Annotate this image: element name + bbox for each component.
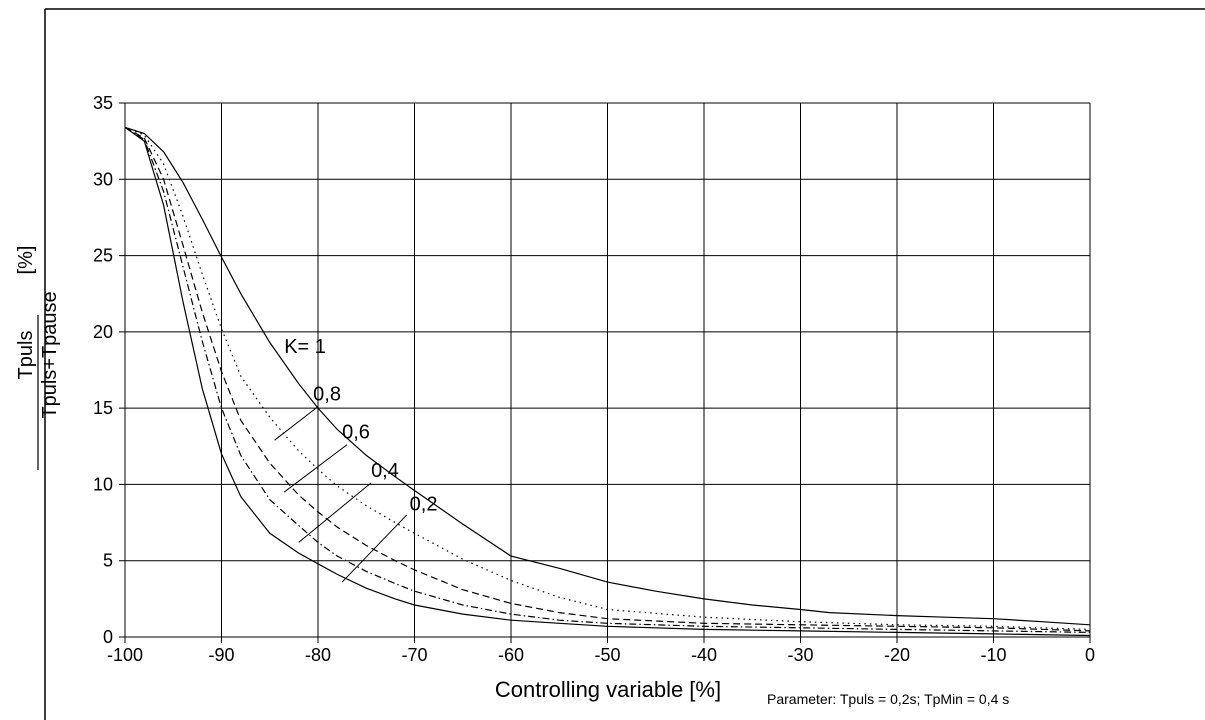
y-tick-label: 20 (93, 322, 113, 342)
x-tick-label: -50 (594, 645, 620, 665)
x-tick-label: -60 (498, 645, 524, 665)
y-axis-title: Tpuls Tpuls+Tpause [%] (15, 246, 61, 470)
x-tick-label: -10 (980, 645, 1006, 665)
x-tick-label: -80 (305, 645, 331, 665)
y-tick-label: 25 (93, 246, 113, 266)
y-tick-label: 15 (93, 398, 113, 418)
x-tick-label: -90 (208, 645, 234, 665)
series-line-3 (124, 126, 1091, 633)
grid (119, 102, 1091, 643)
x-tick-label: -70 (401, 645, 427, 665)
curve-leader-line (283, 444, 348, 493)
x-tick-label: -30 (787, 645, 813, 665)
y-tick-label: 10 (93, 474, 113, 494)
curve-leader-line (298, 482, 372, 543)
tick-labels: -100 -90 -80 -70 -60 -50 -40 -30 -20 -10 005101520… (93, 93, 1095, 665)
y-tick-label: 30 (93, 169, 113, 189)
curve-leader-line (341, 514, 408, 583)
y-axis-numerator: Tpuls (15, 331, 37, 380)
series-line-2 (124, 126, 1091, 632)
series-line-0 (124, 126, 1091, 626)
curve-label: 0,8 (313, 384, 341, 406)
x-axis-title: Controlling variable [%] (495, 677, 721, 702)
x-tick-label: 0 (1085, 645, 1095, 665)
y-tick-label: 35 (93, 93, 113, 113)
series-layer (124, 126, 1091, 637)
curve-labels: K= 1 0,80,60,4 0,2 (274, 336, 438, 583)
x-tick-label: -20 (884, 645, 910, 665)
parameter-note: Parameter: Tpuls = 0,2s; TpMin = 0,4 s (767, 691, 1009, 707)
series-line-4 (124, 126, 1091, 637)
y-axis-unit: [%] (15, 246, 37, 275)
x-tick-label: -100 (107, 645, 143, 665)
curve-leader-line (274, 406, 319, 441)
x-tick-label: -40 (691, 645, 717, 665)
y-axis-denominator: Tpuls+Tpause (39, 291, 61, 418)
y-tick-label: 0 (103, 627, 113, 647)
curve-label: K= 1 (284, 336, 326, 358)
y-tick-label: 5 (103, 551, 113, 571)
series-line-1 (124, 126, 1091, 630)
curve-label: 0,6 (342, 422, 370, 444)
curve-label: 0,2 (410, 493, 438, 515)
curve-label: 0,4 (371, 460, 399, 482)
